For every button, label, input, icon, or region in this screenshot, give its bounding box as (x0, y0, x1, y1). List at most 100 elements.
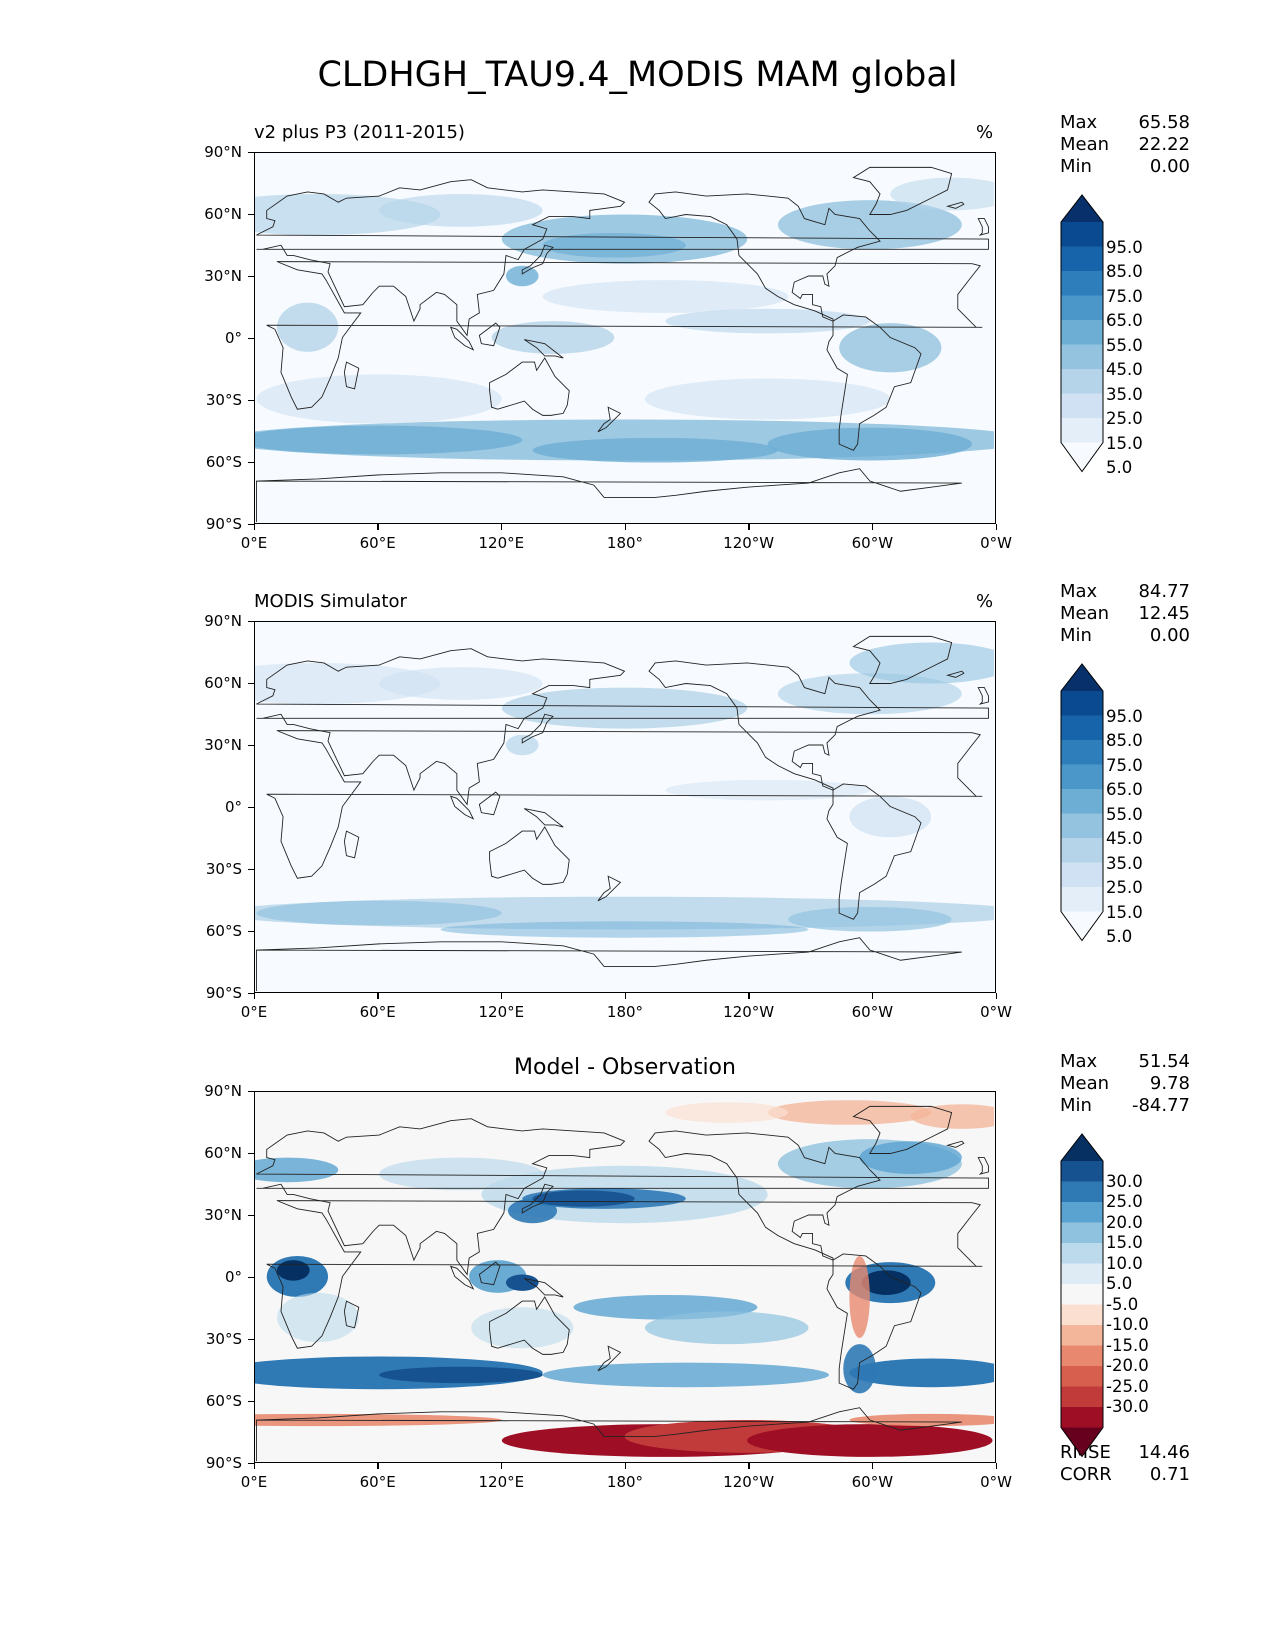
lat-tick (248, 275, 254, 277)
colorbar-segment (1061, 295, 1103, 321)
stat-value: 0.00 (1149, 625, 1190, 646)
colorbar-tick-label: 25.0 (1106, 1192, 1143, 1211)
map-2 (254, 621, 996, 993)
colorbar-tick-label: 5.0 (1106, 458, 1133, 477)
lat-tick-label: 0° (224, 798, 242, 816)
contour-region (501, 687, 748, 729)
coastline-newguinea (524, 1278, 564, 1298)
lat-tick (248, 1400, 254, 1402)
lon-tick-label: 0°W (980, 534, 1012, 552)
stat-label: Min (1060, 156, 1092, 177)
colorbar-tick-label: 25.0 (1106, 409, 1143, 428)
colorbar-segment (1061, 418, 1103, 443)
colorbar-tick-label: 95.0 (1106, 706, 1143, 726)
contour-region (665, 779, 870, 801)
lat-tick (248, 682, 254, 684)
lat-tick-label: 90°N (204, 143, 242, 161)
coastline-sumatra (449, 1265, 475, 1290)
lat-tick-label: 30°N (204, 1206, 242, 1224)
units-label: % (976, 122, 994, 143)
contour-fill-layer (255, 642, 994, 987)
coastline-australia (489, 826, 570, 885)
lon-tick-label: 60°W (851, 1473, 894, 1491)
stat-max: Max 84.77 (1060, 581, 1190, 602)
colorbar-segment (1061, 887, 1103, 912)
colorbar-segment (1061, 1325, 1103, 1346)
coastline-newguinea (524, 339, 564, 359)
contour-region (542, 232, 686, 258)
contour-region (255, 478, 994, 504)
lat-tick (248, 1276, 254, 1278)
contour-region (542, 1362, 829, 1388)
coastline-samerica (826, 1253, 922, 1390)
coastline-africa (266, 730, 983, 879)
colorbar-segment (1061, 813, 1103, 839)
coastline-layer (256, 1105, 989, 1461)
colorbar-segment (1061, 222, 1103, 247)
coastline-namerica (648, 660, 881, 791)
colorbar-segment (1061, 344, 1103, 370)
map-canvas (255, 166, 994, 522)
colorbar-extend-min (1061, 911, 1103, 941)
lat-tick (248, 620, 254, 622)
lat-tick (248, 992, 254, 994)
coastline-japan (521, 713, 554, 744)
contour-region (532, 1190, 635, 1207)
coastline-antarctica (256, 937, 962, 991)
colorbar-extend-max (1061, 1134, 1103, 1161)
colorbar-tick-label: -30.0 (1106, 1397, 1149, 1416)
contour-region (505, 1274, 539, 1291)
lon-tick-label: 60°W (851, 534, 894, 552)
coastline-namerica (648, 191, 881, 322)
lon-tick (624, 524, 626, 530)
coastline-britain (977, 218, 989, 236)
coastline-borneo (478, 322, 501, 347)
contour-region (276, 1260, 310, 1281)
coastline-antarctica (256, 468, 962, 522)
coastline-greenland (852, 166, 953, 215)
stat-label: Min (1060, 625, 1092, 646)
colorbar-tick-label: -5.0 (1106, 1294, 1139, 1314)
colorbar-tick-label: -10.0 (1106, 1315, 1149, 1334)
lon-tick-label: 0°E (240, 534, 268, 552)
coastline-layer (256, 635, 989, 991)
contour-region (910, 1104, 994, 1129)
stat-mean: Mean 22.22 (1060, 134, 1190, 155)
colorbar-tick-label: 65.0 (1106, 311, 1143, 330)
lat-tick-label: 0° (224, 329, 242, 347)
lat-tick-label: 60°S (205, 1392, 242, 1410)
lon-tick (624, 993, 626, 999)
colorbar-outline (1060, 663, 1104, 942)
stat-value: 9.78 (1149, 1073, 1190, 1094)
units-label: % (976, 591, 994, 612)
coastline-africa (266, 1200, 983, 1349)
stat-value: -84.77 (1131, 1095, 1190, 1116)
contour-region (255, 954, 994, 987)
colorbar-tick-label: -15.0 (1106, 1335, 1149, 1355)
contour-region (665, 308, 870, 334)
colorbar-segment (1061, 789, 1103, 814)
lon-tick (995, 524, 997, 530)
lon-tick-label: 120°E (478, 1473, 525, 1491)
coastline-greenland (852, 635, 953, 684)
stat-label: Max (1060, 112, 1098, 133)
stat-max: Max 51.54 (1060, 1051, 1190, 1072)
colorbar-segment (1061, 1263, 1103, 1285)
lat-tick (248, 461, 254, 463)
lon-tick-label: 120°E (478, 1003, 525, 1021)
coastline-africa (266, 261, 983, 410)
stat-value: 0.00 (1149, 156, 1190, 177)
colorbar-segment (1061, 1161, 1103, 1182)
lon-tick (377, 1463, 379, 1469)
stat-label: Max (1060, 581, 1098, 602)
lat-tick (248, 1152, 254, 1154)
contour-region (256, 374, 502, 424)
stat-label: Max (1060, 1051, 1098, 1072)
stat-value: 12.45 (1138, 603, 1190, 624)
coastline-namerica (648, 1130, 881, 1261)
coastline-newguinea (524, 808, 564, 828)
contour-region (255, 1157, 339, 1183)
lon-tick (500, 993, 503, 999)
contour-region (505, 734, 539, 756)
contour-region (747, 1424, 993, 1457)
